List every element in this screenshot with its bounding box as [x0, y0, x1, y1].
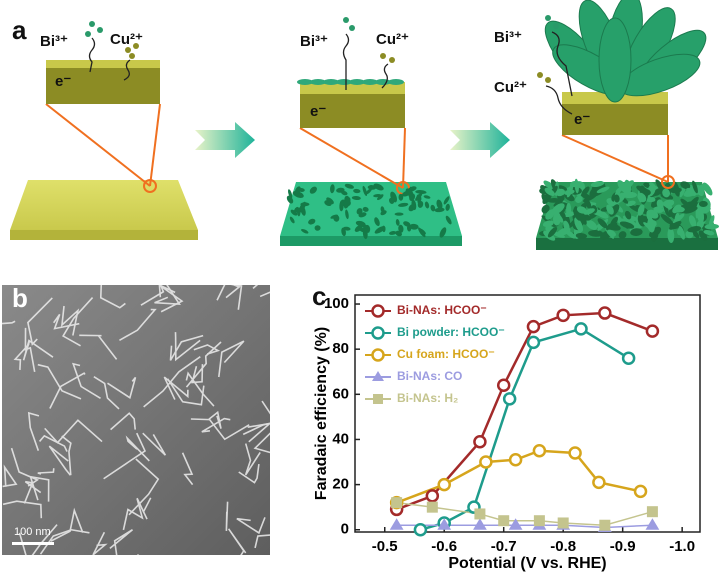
point — [599, 308, 610, 319]
stage-3 — [536, 0, 719, 250]
legend-symbol — [373, 394, 383, 404]
point — [439, 479, 450, 490]
panel-label: a — [12, 15, 27, 45]
x-tick-label: -0.6 — [431, 538, 457, 555]
legend-label: Bi-NAs: H₂ — [397, 391, 458, 405]
point — [646, 519, 658, 529]
arrow — [450, 122, 510, 158]
point — [474, 436, 485, 447]
point — [534, 516, 544, 526]
sem-ridge — [130, 554, 145, 573]
ion-label: Cu²⁺ — [110, 31, 143, 48]
y-axis-label: Faradaic efficiency (%) — [313, 327, 330, 500]
ion-label: Cu²⁺ — [494, 79, 527, 96]
legend-label: Bi-NAs: HCOO⁻ — [397, 303, 487, 317]
leaf — [395, 213, 404, 216]
point — [392, 498, 402, 508]
ion-label: Bi³⁺ — [40, 33, 68, 50]
electron-label: e⁻ — [574, 111, 590, 128]
leaf — [388, 79, 404, 85]
x-axis-label: Potential (V vs. RHE) — [448, 555, 606, 572]
legend-label: Bi powder: HCOO⁻ — [397, 325, 505, 339]
ion-label: Bi³⁺ — [300, 33, 328, 50]
figure: a Bi³⁺ Cu²⁺ e⁻ — [0, 0, 723, 573]
point — [647, 326, 658, 337]
stage-2 — [280, 79, 462, 246]
leaf — [599, 18, 631, 102]
x-tick-label: -1.0 — [669, 538, 695, 555]
ion-label: Cu²⁺ — [376, 31, 409, 48]
scale-bar — [12, 542, 54, 545]
point — [576, 323, 587, 334]
scale-bar-label: 100 nm — [14, 526, 51, 538]
point — [510, 454, 521, 465]
stage-1 — [10, 60, 198, 240]
legend-label: Cu foam: HCOO⁻ — [397, 347, 495, 361]
point — [528, 321, 539, 332]
point — [499, 516, 509, 526]
legend-symbol — [373, 328, 384, 339]
point — [427, 490, 438, 501]
legend-symbol — [373, 350, 384, 361]
point — [528, 337, 539, 348]
arrow — [195, 122, 255, 158]
chart: c020406080100-0.5-0.6-0.7-0.8-0.9-1.0Pot… — [312, 281, 700, 572]
y-tick-label: 60 — [332, 385, 349, 402]
y-tick-label: 100 — [324, 295, 349, 312]
y-tick-label: 20 — [332, 476, 349, 493]
electron-label: e⁻ — [310, 103, 326, 120]
ion-label: Bi³⁺ — [494, 29, 522, 46]
electron-label: e⁻ — [55, 73, 71, 90]
point — [391, 519, 403, 529]
point — [570, 448, 581, 459]
point — [415, 524, 426, 535]
leaf — [699, 201, 708, 207]
panel-label: b — [12, 283, 28, 313]
point — [427, 502, 437, 512]
point — [635, 486, 646, 497]
y-tick-label: 0 — [341, 521, 349, 538]
y-tick-label: 40 — [332, 430, 349, 447]
x-tick-label: -0.9 — [610, 538, 636, 555]
point — [647, 507, 657, 517]
y-tick-label: 80 — [332, 340, 349, 357]
legend-label: Bi-NAs: CO — [397, 369, 462, 383]
point — [534, 445, 545, 456]
point — [474, 519, 486, 529]
point — [480, 457, 491, 468]
point — [600, 520, 610, 530]
point — [504, 393, 515, 404]
x-tick-label: -0.5 — [372, 538, 398, 555]
point — [593, 477, 604, 488]
legend-symbol — [373, 306, 384, 317]
point — [475, 509, 485, 519]
point — [498, 380, 509, 391]
point — [623, 353, 634, 364]
series-line — [397, 313, 653, 509]
x-tick-label: -0.8 — [550, 538, 576, 555]
point — [558, 310, 569, 321]
x-tick-label: -0.7 — [491, 538, 517, 555]
point — [558, 518, 568, 528]
